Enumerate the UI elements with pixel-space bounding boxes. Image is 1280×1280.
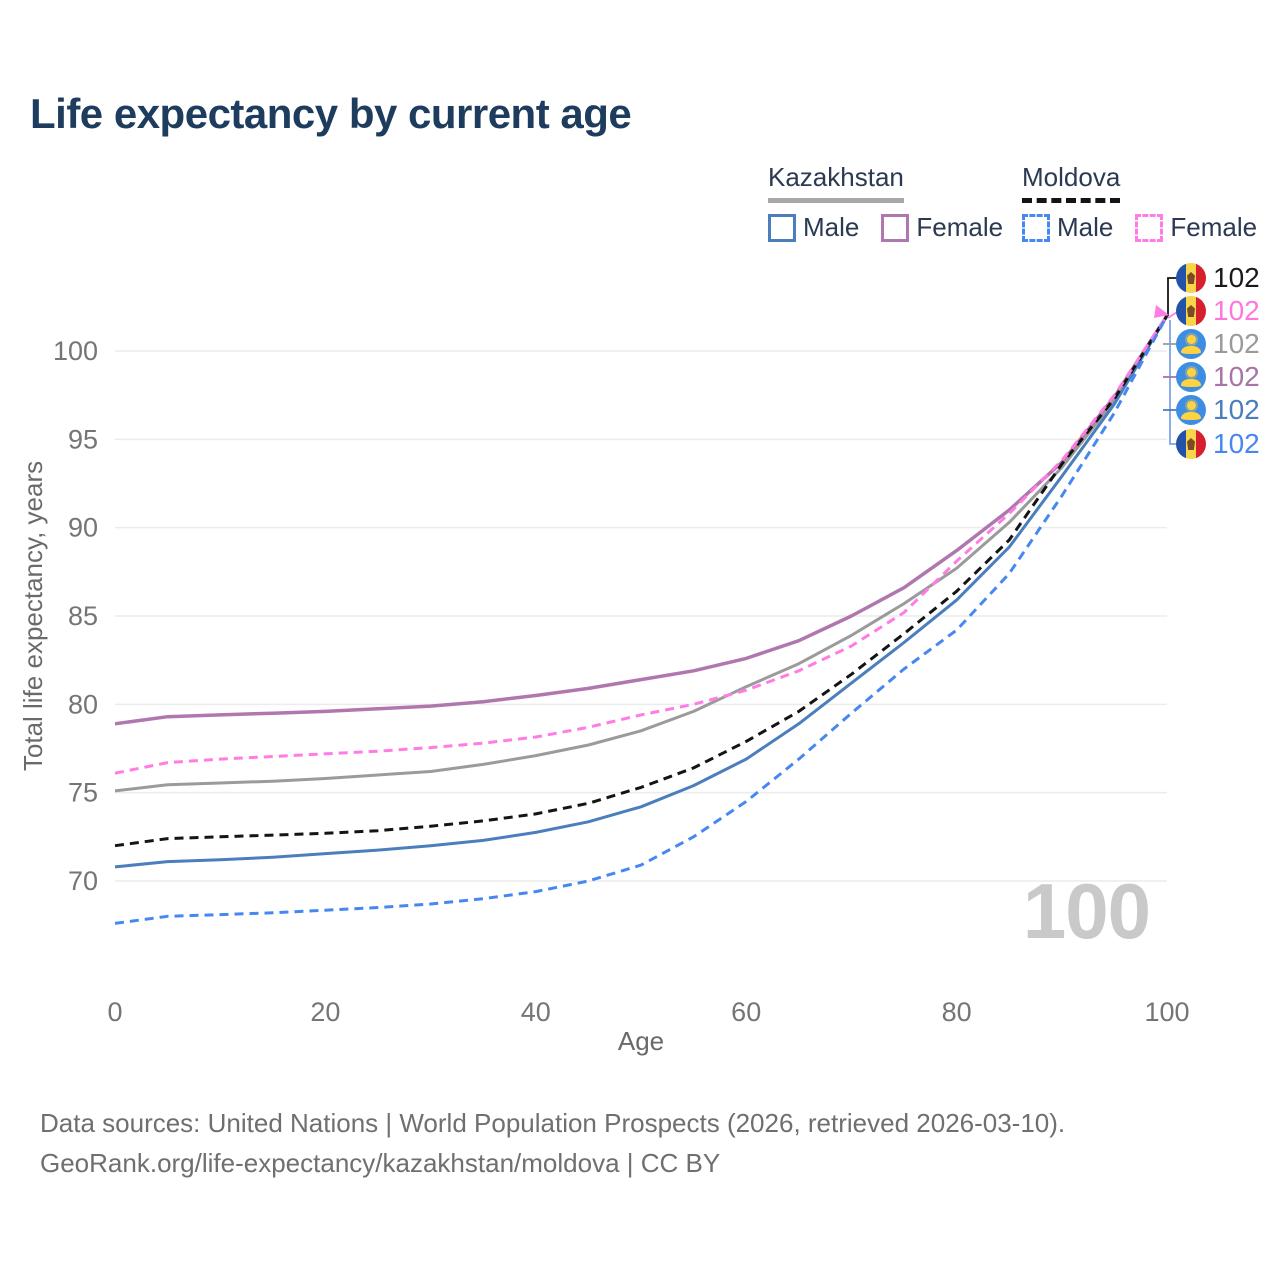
end-value: 102: [1213, 295, 1260, 326]
legend-item-kazakhstan-female[interactable]: Female: [881, 212, 1003, 243]
moldova-flag-icon: [1176, 429, 1206, 459]
legend-item-label: Female: [1170, 212, 1258, 242]
series-line-kazakhstan-total: [114, 314, 1169, 793]
end-value: 102: [1213, 428, 1260, 459]
legend-country-kazakhstan[interactable]: Kazakhstan: [768, 162, 904, 203]
legend-item-label: Male: [803, 212, 860, 242]
x-tick-label: 80: [942, 997, 972, 1027]
x-tick-label: 40: [521, 997, 551, 1027]
label-connector: [1167, 277, 1177, 316]
footer: Data sources: United Nations | World Pop…: [40, 1103, 1065, 1183]
series-line-moldova-total: [114, 314, 1169, 848]
x-tick-label: 60: [731, 997, 761, 1027]
x-tick-label: 20: [310, 997, 340, 1027]
line-swatch-icon: [1135, 213, 1164, 242]
moldova-flag-icon: [1176, 296, 1206, 326]
end-label-kazakhstan-total: 102: [1176, 327, 1260, 361]
legend-item-label: Female: [916, 212, 1004, 242]
page-title: Life expectancy by current age: [30, 90, 632, 137]
legend-item-moldova-male[interactable]: Male: [1022, 212, 1113, 243]
series-line-moldova-female: [114, 314, 1169, 775]
series-line-kazakhstan-male: [114, 314, 1169, 869]
attribution-line: GeoRank.org/life-expectancy/kazakhstan/m…: [40, 1148, 721, 1178]
moldova-flag-icon: [1176, 263, 1206, 293]
end-label-moldova-female: 102: [1176, 294, 1260, 328]
series-line-kazakhstan-female: [114, 314, 1169, 726]
series-line-moldova-male: [114, 314, 1169, 925]
kazakhstan-flag-icon: [1176, 329, 1206, 359]
y-tick-label: 90: [68, 513, 98, 543]
legend-item-moldova-female[interactable]: Female: [1135, 212, 1257, 243]
end-value: 102: [1213, 394, 1260, 425]
legend-country-moldova[interactable]: Moldova: [1022, 162, 1121, 203]
y-tick-label: 70: [68, 866, 98, 896]
end-label-kazakhstan-female: 102: [1176, 360, 1260, 394]
end-value: 102: [1213, 361, 1260, 392]
kazakhstan-flag-icon: [1176, 395, 1206, 425]
data-source-line: Data sources: United Nations | World Pop…: [40, 1108, 1066, 1138]
y-tick-label: 85: [68, 601, 98, 631]
end-label-moldova-male: 102: [1176, 427, 1260, 461]
arrowhead-icon: [1154, 305, 1169, 318]
x-axis-label: Age: [618, 1026, 664, 1056]
legend-item-kazakhstan-male[interactable]: Male: [768, 212, 859, 243]
end-value: 102: [1213, 328, 1260, 359]
y-tick-label: 80: [68, 689, 98, 719]
end-label-moldova-total: 102: [1176, 261, 1260, 295]
line-swatch-icon: [768, 213, 796, 242]
y-tick-label: 75: [68, 778, 98, 808]
age-frame-watermark: 100: [1022, 867, 1151, 955]
legend-item-label: Male: [1057, 212, 1114, 242]
end-label-kazakhstan-male: 102: [1176, 393, 1260, 427]
line-swatch-icon: [881, 213, 910, 242]
end-value: 102: [1213, 262, 1260, 293]
line-swatch-icon: [1022, 213, 1050, 242]
y-tick-label: 95: [68, 424, 98, 454]
legend-group-moldova: Moldova Male Female: [1022, 162, 1257, 243]
legend-group-kazakhstan: Kazakhstan Male Female: [768, 162, 1003, 243]
kazakhstan-flag-icon: [1176, 362, 1206, 392]
label-connector: [1169, 320, 1177, 445]
x-tick-label: 100: [1144, 997, 1189, 1027]
y-tick-label: 100: [53, 336, 98, 366]
y-axis-label: Total life expectancy, years: [18, 461, 48, 771]
x-tick-label: 0: [107, 997, 122, 1027]
